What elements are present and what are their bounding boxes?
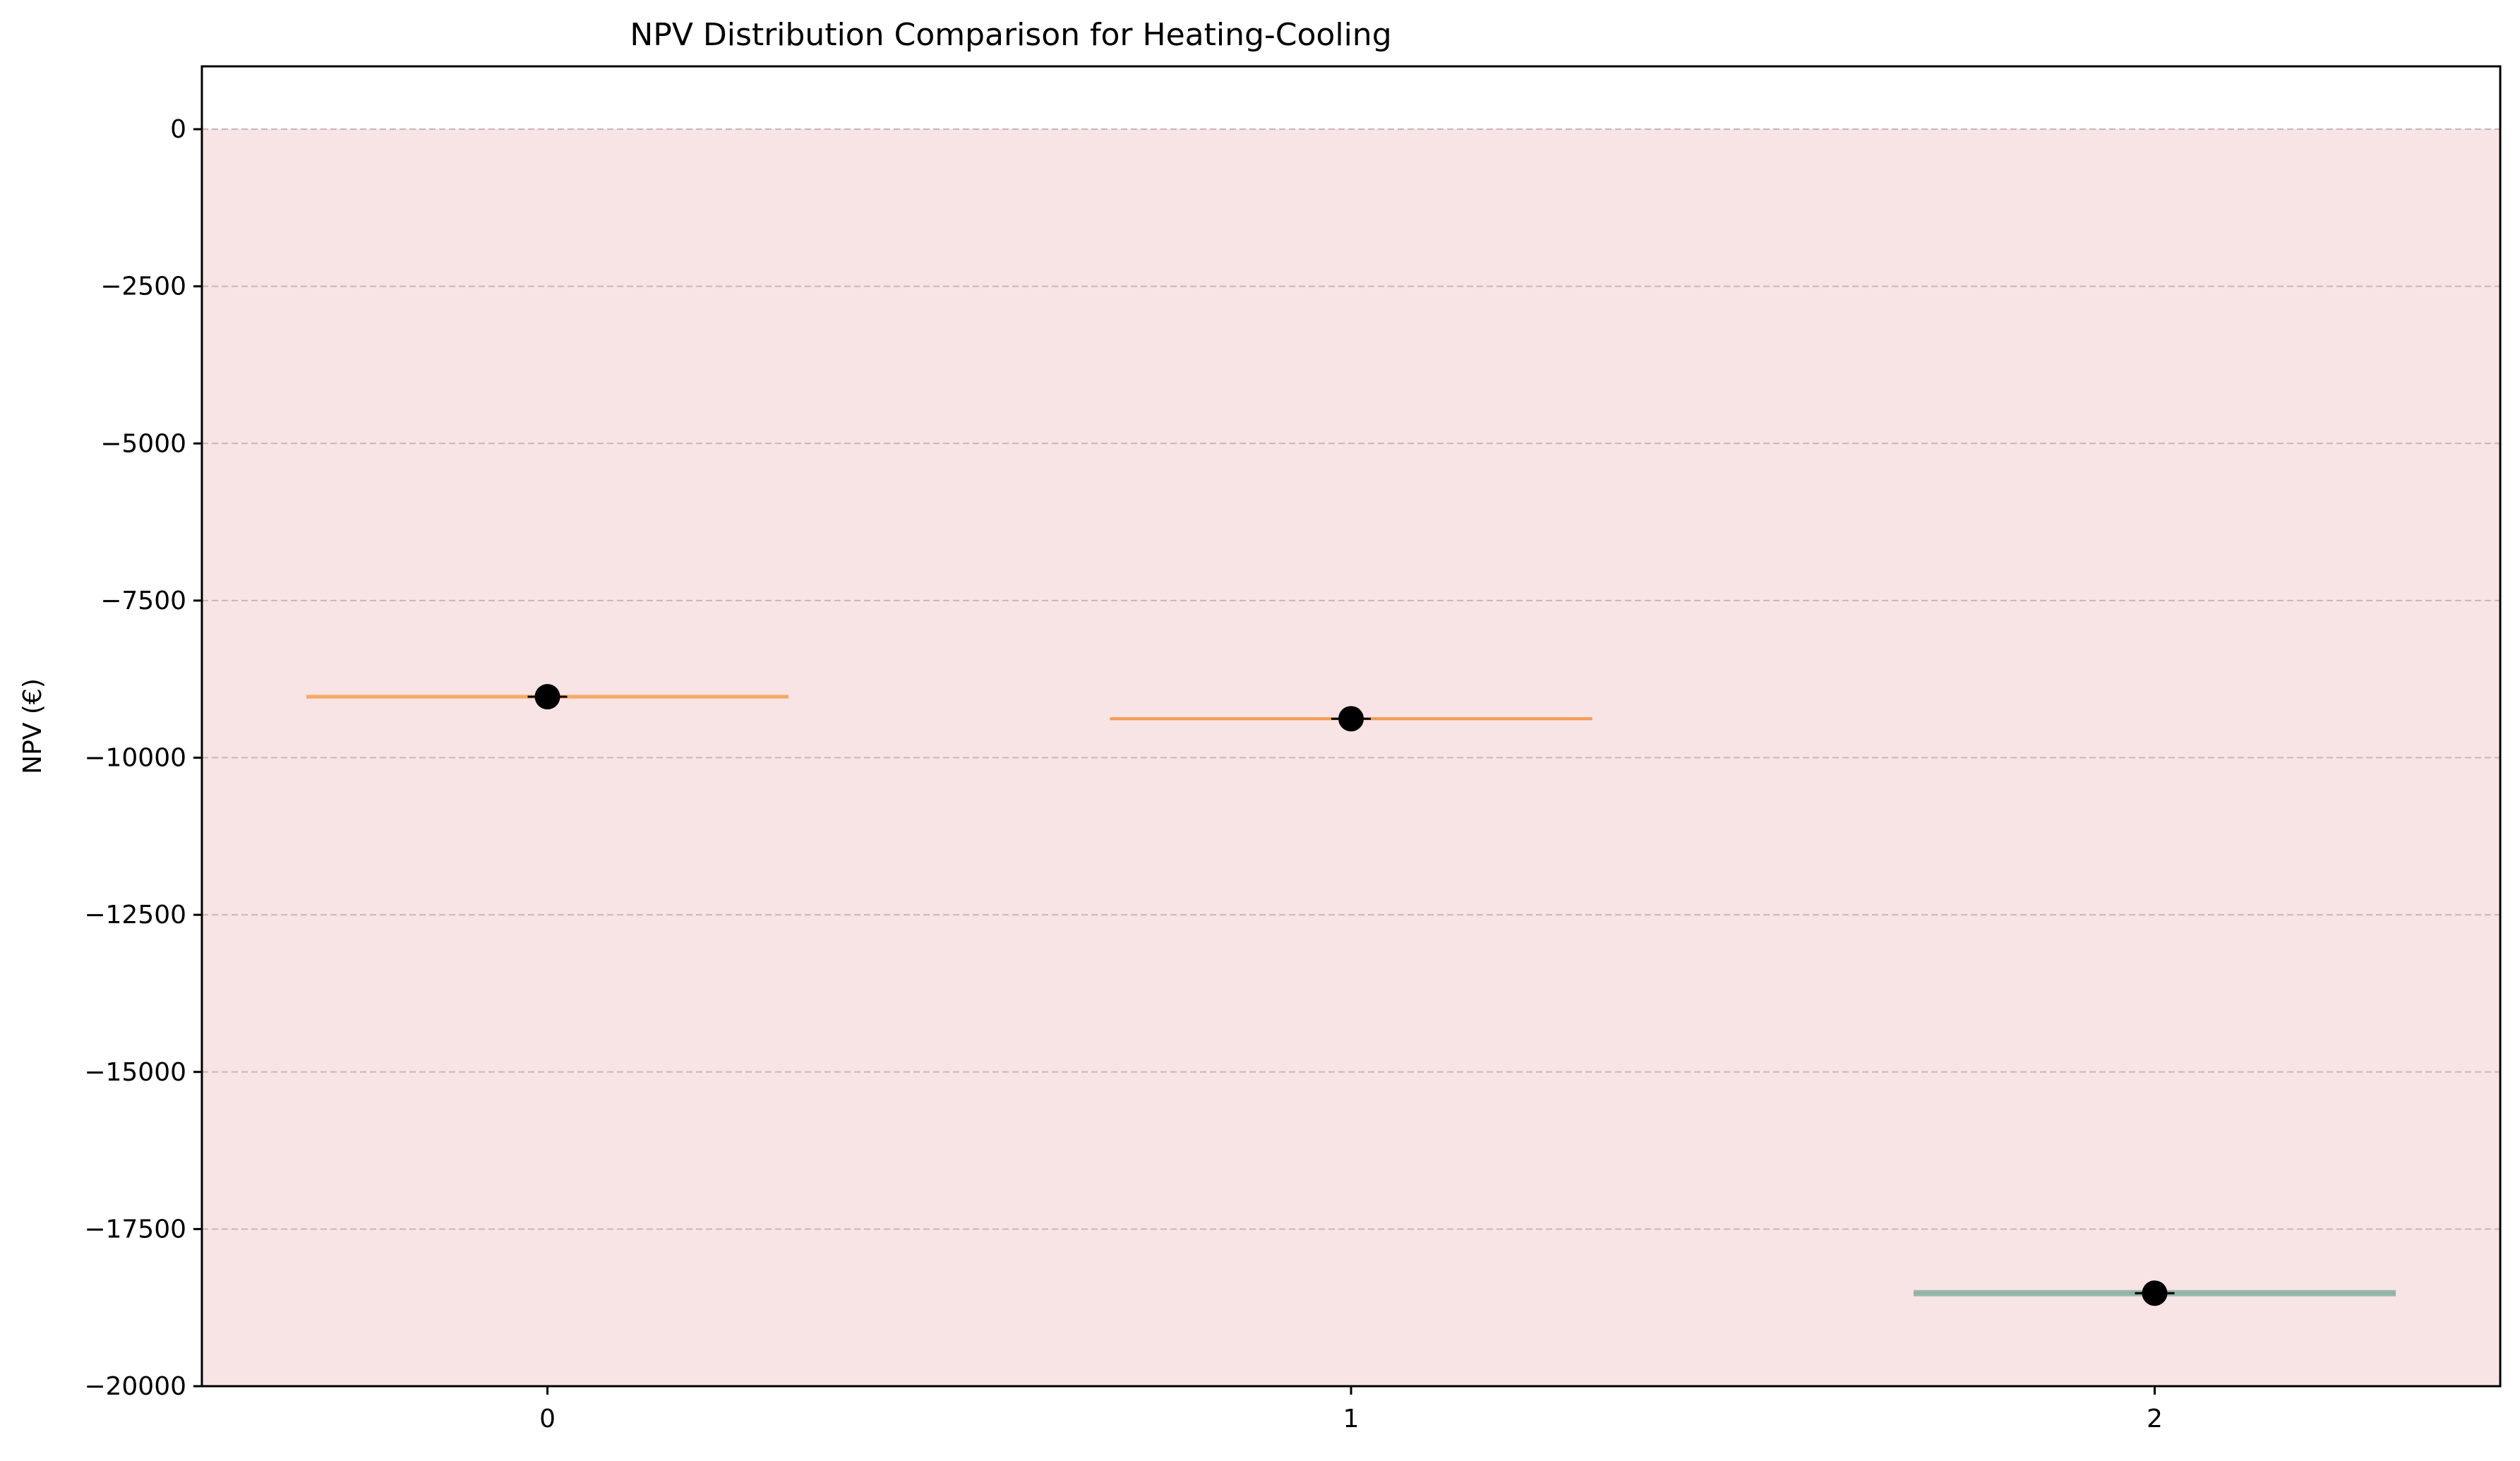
plot-area: 0 −2500 −5000 −7500 −10000 −12500 −15000 −17500… <box>84 65 2502 1433</box>
y-axis-label: NPV (€) <box>18 678 47 774</box>
y-tick-label: −12500 <box>84 901 186 930</box>
median-point[interactable] <box>1338 706 1364 732</box>
x-tick-label: 0 <box>539 1405 556 1433</box>
y-tick-label: −7500 <box>100 587 186 615</box>
x-tick-label: 1 <box>1343 1405 1360 1433</box>
y-tick-label: −5000 <box>100 429 186 458</box>
y-tick-label: −2500 <box>100 272 186 301</box>
chart-title: NPV Distribution Comparison for Heating-… <box>630 17 1391 53</box>
y-tick-label: −10000 <box>84 744 186 773</box>
median-point[interactable] <box>534 684 560 710</box>
x-tick-label: 2 <box>2147 1405 2163 1433</box>
y-tick-label: −17500 <box>84 1215 186 1244</box>
y-tick-label: 0 <box>170 115 186 144</box>
y-tick-label: −20000 <box>84 1372 186 1401</box>
y-tick-label: −15000 <box>84 1058 186 1087</box>
median-point[interactable] <box>2142 1280 2168 1306</box>
